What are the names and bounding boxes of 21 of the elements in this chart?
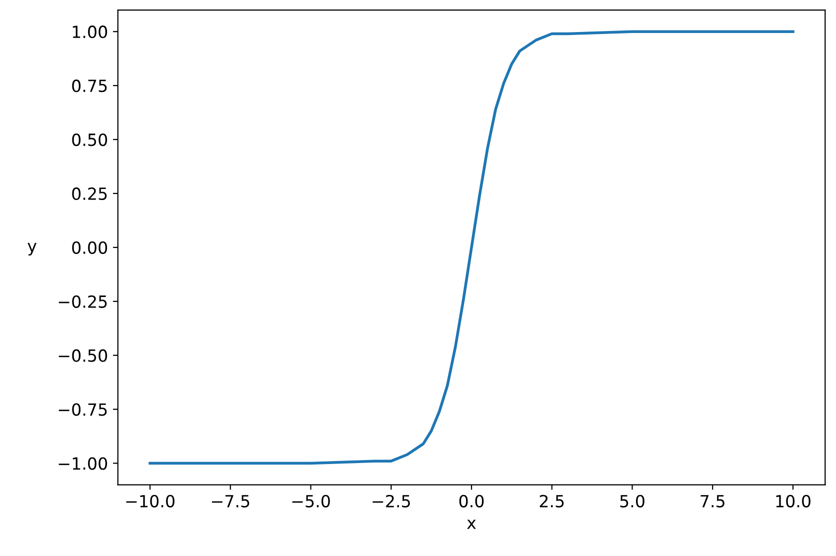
y-tick-label: −0.25: [58, 295, 107, 308]
x-tick-label: −10.0: [126, 494, 174, 508]
x-tick-label: −5.0: [292, 494, 330, 508]
x-tick-label: −2.5: [372, 494, 410, 508]
line-series: [148, 30, 794, 465]
y-axis-title: y: [28, 242, 37, 256]
y-tick-label: −0.50: [58, 349, 108, 362]
y-tick-label: 0.00: [72, 241, 108, 254]
x-tick-label: 7.5: [700, 495, 724, 508]
y-tick-label: 0.25: [72, 187, 107, 200]
x-tick-label: 10.0: [776, 494, 810, 508]
x-tick-label: 5.0: [620, 494, 644, 508]
x-tick-label: 2.5: [540, 494, 564, 508]
x-tick-label: −7.5: [212, 495, 250, 508]
y-tick-label: 0.50: [72, 133, 108, 146]
x-axis-title: x: [467, 520, 476, 529]
x-tick-label: 0.0: [459, 494, 484, 508]
y-tick-label: 1.00: [72, 26, 108, 38]
y-tick-label: 0.75: [72, 80, 107, 92]
y-tick-label: −1.00: [58, 457, 108, 470]
y-tick-label: −0.75: [58, 403, 107, 416]
